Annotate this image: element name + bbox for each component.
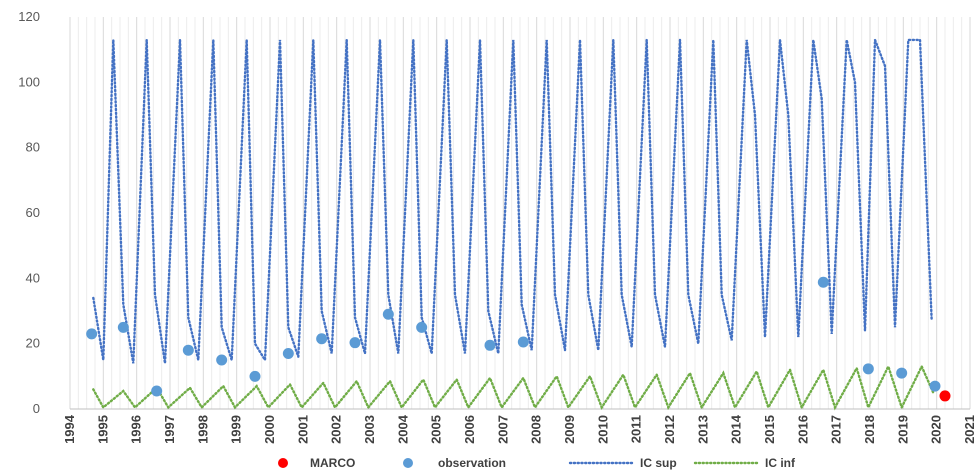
x-tick-label: 2021	[962, 415, 976, 444]
y-tick-label: 40	[26, 270, 40, 285]
series-ic-sup	[92, 38, 933, 364]
legend-label: IC sup	[640, 456, 677, 470]
legend-symbol	[403, 458, 413, 468]
x-tick-label: 1997	[162, 415, 177, 444]
x-tick-label: 2003	[362, 415, 377, 444]
legend-label: IC inf	[765, 456, 796, 470]
data-point-observation	[182, 344, 194, 356]
x-tick-label: 2015	[762, 415, 777, 444]
x-tick-label: 1994	[62, 414, 77, 444]
data-point-observation	[416, 321, 428, 333]
data-point-observation	[896, 367, 908, 379]
x-axis-ticks: 1994 1995 1996 1997 1998 1999 2000 2001 2002 2003…	[62, 414, 976, 444]
series-ic-inf	[92, 363, 935, 411]
legend-item-marco: MARCO	[278, 456, 355, 470]
series-observation	[86, 276, 941, 397]
data-point-observation	[216, 354, 228, 366]
x-tick-label: 2007	[495, 415, 510, 444]
y-tick-label: 20	[26, 336, 40, 351]
data-point-observation	[117, 321, 129, 333]
series-marco	[939, 390, 951, 402]
data-point-marco	[939, 390, 951, 402]
x-tick-label: 2000	[262, 415, 277, 444]
legend-label: MARCO	[310, 456, 355, 470]
x-tick-label: 2013	[695, 415, 710, 444]
data-point-observation	[86, 328, 98, 340]
x-tick-label: 1995	[95, 415, 110, 444]
x-tick-label: 1999	[229, 415, 244, 444]
legend-item-observation: observation	[403, 456, 506, 470]
data-point-observation	[817, 276, 829, 288]
x-tick-label: 2009	[562, 415, 577, 444]
data-point-observation	[349, 337, 361, 349]
x-tick-label: 2002	[329, 415, 344, 444]
legend-label: observation	[438, 456, 506, 470]
x-tick-label: 1996	[129, 415, 144, 444]
legend-item-ic-inf: IC inf	[693, 456, 796, 470]
x-tick-label: 2011	[629, 415, 644, 443]
data-point-observation	[282, 347, 294, 359]
y-axis-ticks: 0 20 40 60 80 100 120	[18, 9, 40, 416]
x-tick-label: 2018	[862, 415, 877, 444]
x-tick-label: 2020	[929, 415, 944, 444]
y-tick-label: 60	[26, 205, 40, 220]
data-point-observation	[316, 333, 328, 345]
x-tick-label: 2019	[895, 415, 910, 444]
data-point-observation	[151, 385, 163, 397]
y-tick-label: 120	[18, 9, 40, 24]
x-tick-label: 2006	[462, 415, 477, 444]
x-tick-label: 2010	[595, 415, 610, 444]
data-point-observation	[929, 380, 941, 392]
x-tick-label: 2005	[429, 415, 444, 444]
y-tick-label: 0	[33, 401, 40, 416]
series-line-ic-inf	[92, 363, 935, 411]
x-tick-label: 2017	[829, 415, 844, 444]
legend-symbol	[278, 458, 288, 468]
x-tick-label: 2001	[295, 415, 310, 444]
data-point-observation	[249, 370, 261, 382]
y-tick-label: 100	[18, 74, 40, 89]
x-tick-label: 2008	[529, 415, 544, 444]
legend-item-ic-sup: IC sup	[568, 456, 677, 470]
legend: MARCO observation IC sup IC inf	[278, 456, 796, 470]
data-point-observation	[484, 339, 496, 351]
series-line-ic-sup	[92, 38, 933, 364]
data-point-observation	[862, 363, 874, 375]
x-tick-label: 2014	[729, 414, 744, 444]
x-tick-label: 2012	[662, 415, 677, 444]
data-point-observation	[382, 308, 394, 320]
x-tick-label: 2016	[795, 415, 810, 444]
x-tick-label: 2004	[395, 414, 410, 444]
x-tick-label: 1998	[195, 415, 210, 444]
series-layer	[86, 38, 951, 411]
y-tick-label: 80	[26, 140, 40, 155]
data-point-observation	[517, 336, 529, 348]
